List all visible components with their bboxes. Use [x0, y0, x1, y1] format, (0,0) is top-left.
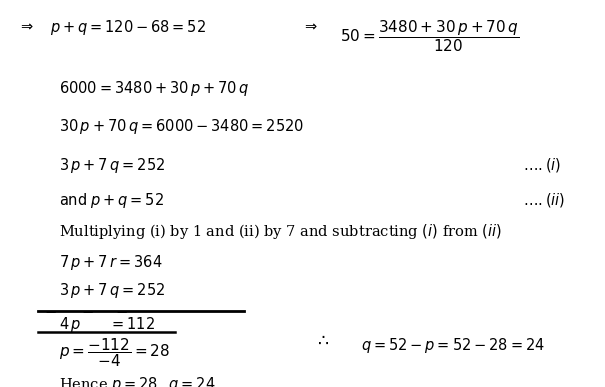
Text: Hence $p = 28,\; q = 24$: Hence $p = 28,\; q = 24$ [59, 375, 215, 387]
Text: $-$: $-$ [44, 305, 57, 319]
Text: $6000 = 3480 + 30\,p + 70\,q$: $6000 = 3480 + 30\,p + 70\,q$ [59, 79, 249, 98]
Text: $-$: $-$ [80, 305, 93, 319]
Text: $50 = \dfrac{3480 + 30\,p + 70\,q}{120}$: $50 = \dfrac{3480 + 30\,p + 70\,q}{120}$ [340, 18, 520, 54]
Text: $3\,p + 7\,q = 252$: $3\,p + 7\,q = 252$ [59, 281, 165, 300]
Text: $7\,p + 7\,r = 364$: $7\,p + 7\,r = 364$ [59, 253, 162, 272]
Text: $\Rightarrow$: $\Rightarrow$ [18, 18, 34, 32]
Text: $-$: $-$ [116, 305, 128, 319]
Text: $\therefore$: $\therefore$ [314, 332, 330, 349]
Text: $q = 52 - p = 52 - 28 = 24$: $q = 52 - p = 52 - 28 = 24$ [361, 336, 544, 355]
Text: $\mathrm{and}\; p + q = 52$: $\mathrm{and}\; p + q = 52$ [59, 191, 164, 210]
Text: $3\,p + 7\,q = 252$: $3\,p + 7\,q = 252$ [59, 156, 165, 175]
Text: $\Rightarrow$: $\Rightarrow$ [302, 18, 319, 32]
Text: $\ldots.(ii)$: $\ldots.(ii)$ [523, 191, 566, 209]
Text: $30\,p + 70\,q = 6000 - 3480 = 2520$: $30\,p + 70\,q = 6000 - 3480 = 2520$ [59, 118, 304, 137]
Text: $p + q = 120 - 68 = 52$: $p + q = 120 - 68 = 52$ [50, 18, 206, 37]
Text: Multiplying (i) by 1 and (ii) by 7 and subtracting $(i)$ from $(ii)$: Multiplying (i) by 1 and (ii) by 7 and s… [59, 222, 502, 241]
Text: $p = \dfrac{-112}{-4} = 28$: $p = \dfrac{-112}{-4} = 28$ [59, 336, 170, 368]
Text: $4\,p\qquad = 112$: $4\,p\qquad = 112$ [59, 315, 154, 334]
Text: $\ldots.(i)$: $\ldots.(i)$ [523, 156, 561, 174]
